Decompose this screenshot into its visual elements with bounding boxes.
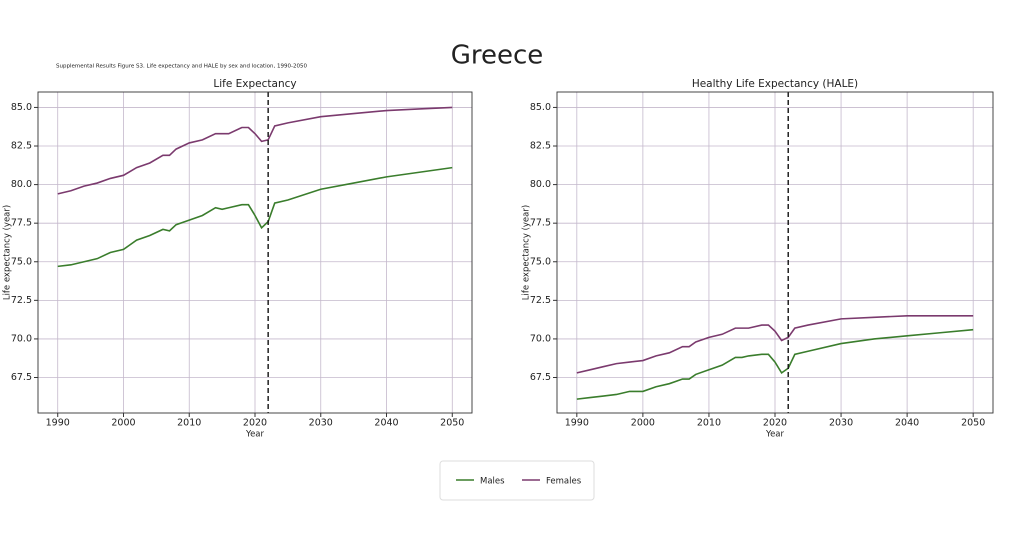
y-tick-label: 85.0 <box>11 102 32 113</box>
figure-title: Greece <box>451 41 544 71</box>
x-tick-label: 2020 <box>243 418 267 429</box>
caption: Supplemental Results Figure S3. Life exp… <box>56 64 308 70</box>
x-tick-label: 2050 <box>440 418 464 429</box>
y-tick-label: 75.0 <box>530 256 551 267</box>
legend-box <box>439 460 595 501</box>
y-tick-label: 67.5 <box>11 372 32 383</box>
y-tick-label: 85.0 <box>530 102 551 113</box>
y-tick-label: 75.0 <box>11 256 32 267</box>
subplot-title: Life Expectancy <box>213 78 296 90</box>
y-tick-label: 70.0 <box>530 333 551 344</box>
plot-frame <box>556 91 994 414</box>
x-tick-label: 2000 <box>631 418 655 429</box>
x-tick-label: 2030 <box>309 418 333 429</box>
x-tick-label: 2010 <box>697 418 721 429</box>
legend-label: Males <box>480 477 505 487</box>
x-tick-label: 2040 <box>895 418 919 429</box>
y-tick-label: 80.0 <box>11 179 32 190</box>
y-tick-label: 82.5 <box>530 141 551 152</box>
x-tick-label: 2040 <box>374 418 398 429</box>
y-tick-label: 80.0 <box>530 179 551 190</box>
x-tick-label: 2050 <box>961 418 985 429</box>
x-tick-label: 1990 <box>46 418 70 429</box>
y-tick-label: 70.0 <box>11 333 32 344</box>
y-tick-label: 82.5 <box>11 141 32 152</box>
x-tick-label: 2030 <box>829 418 853 429</box>
y-tick-label: 67.5 <box>530 372 551 383</box>
x-axis-label: Year <box>765 430 785 440</box>
y-tick-label: 77.5 <box>530 218 551 229</box>
series-line <box>57 106 453 195</box>
y-tick-label: 72.5 <box>11 295 32 306</box>
series-line <box>57 166 453 268</box>
x-tick-label: 1990 <box>565 418 589 429</box>
x-tick-label: 2000 <box>111 418 135 429</box>
subplot-title: Healthy Life Expectancy (HALE) <box>692 78 858 90</box>
plot-frame <box>37 91 473 414</box>
legend-label: Females <box>546 477 582 487</box>
x-tick-label: 2010 <box>177 418 201 429</box>
series-line <box>576 328 974 400</box>
y-axis-label: Life expectancy (year) <box>3 205 13 300</box>
y-axis-label: Life expectancy (year) <box>522 205 532 300</box>
series-line <box>576 314 974 374</box>
y-tick-label: 72.5 <box>530 295 551 306</box>
x-axis-label: Year <box>245 430 265 440</box>
x-tick-label: 2020 <box>763 418 787 429</box>
y-tick-label: 77.5 <box>11 218 32 229</box>
